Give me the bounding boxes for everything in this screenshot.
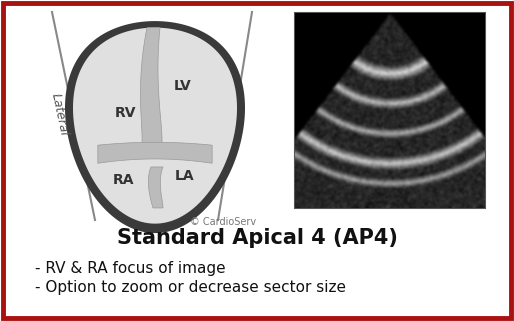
Polygon shape xyxy=(149,167,163,208)
Polygon shape xyxy=(65,21,245,233)
Text: LA: LA xyxy=(175,169,195,183)
Text: © CardioServ: © CardioServ xyxy=(190,217,256,227)
Text: - RV & RA focus of image: - RV & RA focus of image xyxy=(35,261,226,276)
Text: RA: RA xyxy=(112,173,134,187)
Text: - Option to zoom or decrease sector size: - Option to zoom or decrease sector size xyxy=(35,280,346,295)
Polygon shape xyxy=(73,28,237,224)
Polygon shape xyxy=(98,142,212,163)
Text: RV: RV xyxy=(114,106,136,120)
Polygon shape xyxy=(140,28,162,155)
Text: Standard Apical 4 (AP4): Standard Apical 4 (AP4) xyxy=(117,228,397,248)
Text: LV: LV xyxy=(174,79,192,93)
Bar xyxy=(295,13,485,208)
Text: Lateral: Lateral xyxy=(49,92,71,138)
